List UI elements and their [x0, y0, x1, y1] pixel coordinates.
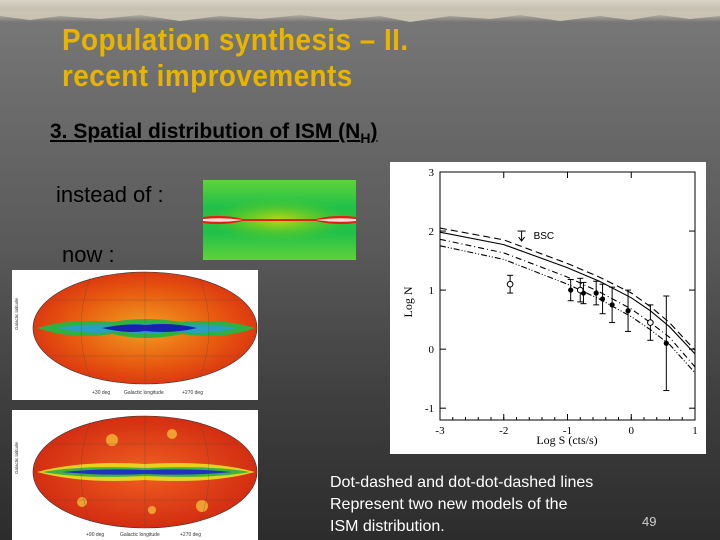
caption-note: Dot-dashed and dot-dot-dashed lines Repr… — [330, 472, 640, 538]
title-line-2: recent improvements — [62, 58, 353, 93]
page-number: 49 — [642, 514, 657, 529]
y-tick-label: 2 — [429, 226, 435, 238]
filled-point — [593, 290, 599, 296]
series-line-solid — [439, 231, 696, 355]
x-tick-label: 1 — [692, 425, 698, 437]
chart-frame — [439, 171, 696, 421]
section-heading: 3. Spatial distribution of ISM (NH) — [50, 120, 377, 146]
allsky-map-top: Galactic latitude +30 deg Galactic longi… — [14, 271, 258, 396]
note-line-1: Dot-dashed and dot-dot-dashed lines — [330, 474, 594, 491]
filled-point — [599, 296, 606, 302]
filled-point — [663, 340, 669, 346]
slide-title: Population synthesis – II. recent improv… — [62, 22, 530, 94]
instead-of-label: instead of : — [56, 182, 164, 207]
y-tick-label: 0 — [429, 344, 435, 356]
x-axis-label: Log S (cts/s) — [536, 433, 597, 447]
open-point — [506, 280, 514, 288]
series-line-dotdotdash — [439, 245, 696, 374]
y-axis-label: Log N — [401, 286, 415, 317]
filled-point — [625, 308, 631, 314]
x-tick-label: -1 — [563, 425, 572, 437]
allsky-map-bottom: Galactic latitude +90 deg Galactic longi… — [14, 415, 258, 538]
series-line-dashed — [439, 227, 696, 351]
bsc-annotation: BSC — [534, 231, 555, 242]
torn-paper-edge — [0, 10, 720, 22]
y-tick-label: 3 — [429, 167, 435, 179]
x-tick-label: 0 — [629, 425, 635, 437]
filled-point — [609, 302, 615, 308]
new-ism-map-top: Galactic latitude +30 deg Galactic longi… — [12, 270, 258, 400]
map-bottom-left-label: +90 deg — [86, 532, 104, 538]
map-top-right-label: +270 deg — [182, 390, 203, 396]
upper-limit-arrow — [518, 236, 525, 242]
x-tick-label: -3 — [435, 425, 445, 437]
logn-logs-chart: -3 -2 -1 0 1 3 2 1 0 -1 Log N Log S (cts/s) BSC — [390, 162, 706, 454]
chart-svg: -3 -2 -1 0 1 3 2 1 0 -1 Log N Log S (cts/s) BSC — [401, 167, 698, 447]
now-label: now : — [62, 242, 115, 267]
new-ism-map-bottom: Galactic latitude +90 deg Galactic longi… — [12, 410, 258, 540]
filled-point — [568, 287, 574, 293]
x-tick-label: -2 — [499, 425, 508, 437]
map-top-left-label: +30 deg — [92, 390, 110, 396]
section-heading-end: ) — [370, 120, 378, 143]
old-ism-map — [203, 180, 356, 260]
y-tick-label: 1 — [429, 285, 435, 297]
y-tick-label: -1 — [425, 403, 434, 415]
old-ism-map-image — [203, 180, 356, 260]
map-bottom-mid-label: Galactic longitude — [120, 532, 160, 538]
series-line-dotdash — [439, 238, 696, 368]
title-line-1: Population synthesis – II. — [62, 22, 409, 57]
map-bottom-axis-label: Galactic latitude — [14, 441, 19, 474]
map-bottom-right-label: +270 deg — [180, 532, 201, 538]
map-top-mid-label: Galactic longitude — [124, 390, 164, 396]
note-line-3: ISM distribution. — [330, 518, 445, 535]
map-top-axis-label: Galactic latitude — [14, 297, 19, 330]
open-point — [576, 286, 584, 294]
section-heading-subscript: H — [360, 130, 371, 147]
open-point — [647, 319, 654, 326]
note-line-2: Represent two new models of the — [330, 496, 568, 513]
section-heading-text: 3. Spatial distribution of ISM (N — [50, 120, 361, 143]
